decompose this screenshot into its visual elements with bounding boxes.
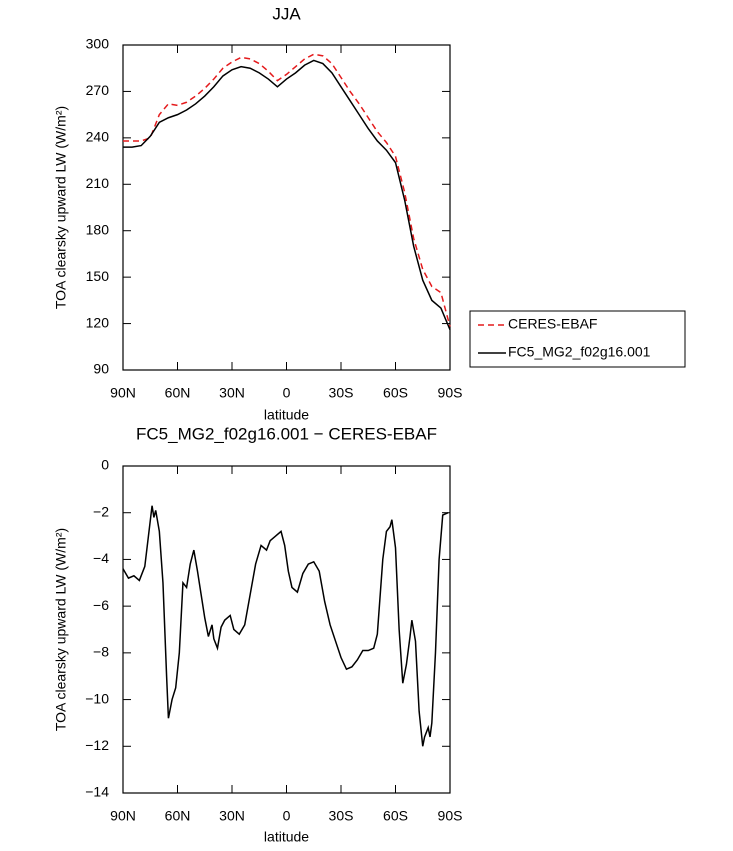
x-tick-label: 30N <box>219 385 245 401</box>
x-tick-label: 90S <box>438 385 463 401</box>
y-tick-label: −10 <box>85 690 109 706</box>
data-line <box>123 59 451 331</box>
data-line <box>123 53 451 327</box>
y-axis-label: TOA clearsky upward LW (W/m²) <box>53 528 69 731</box>
chart-title: JJA <box>272 4 301 23</box>
legend-label: CERES-EBAF <box>508 316 597 332</box>
data-line <box>122 505 449 747</box>
x-axis-label: latitude <box>264 829 309 845</box>
x-tick-label: 30S <box>329 808 354 824</box>
chart-title: FC5_MG2_f02g16.001 − CERES-EBAF <box>136 424 437 443</box>
y-tick-label: −12 <box>85 737 109 753</box>
y-tick-label: 150 <box>86 268 110 284</box>
x-tick-label: 60N <box>165 808 191 824</box>
y-tick-label: 240 <box>86 129 110 145</box>
y-tick-label: 300 <box>86 36 110 52</box>
y-tick-label: 180 <box>86 221 110 237</box>
x-tick-label: 90N <box>110 808 136 824</box>
y-tick-label: 120 <box>86 314 110 330</box>
legend-label: FC5_MG2_f02g16.001 <box>508 344 651 360</box>
x-axis-label: latitude <box>264 407 309 423</box>
y-tick-label: 0 <box>101 457 109 473</box>
x-tick-label: 60S <box>383 808 408 824</box>
y-tick-label: −8 <box>93 644 109 660</box>
y-tick-label: −4 <box>93 550 109 566</box>
x-tick-label: 60N <box>165 385 191 401</box>
x-tick-label: 60S <box>383 385 408 401</box>
x-tick-label: 0 <box>283 808 291 824</box>
x-tick-label: 90S <box>438 808 463 824</box>
y-tick-label: 90 <box>93 361 109 377</box>
plot-frame <box>122 44 451 371</box>
y-tick-label: −14 <box>85 784 109 800</box>
y-tick-label: −6 <box>93 597 109 613</box>
x-tick-label: 90N <box>110 385 136 401</box>
y-tick-label: −2 <box>93 503 109 519</box>
y-axis-label: TOA clearsky upward LW (W/m²) <box>53 106 69 309</box>
x-tick-label: 30N <box>219 808 245 824</box>
y-tick-label: 270 <box>86 82 110 98</box>
x-tick-label: 0 <box>283 385 291 401</box>
y-tick-label: 210 <box>86 175 110 191</box>
legend-box <box>469 310 686 368</box>
x-tick-label: 30S <box>329 385 354 401</box>
plot-frame <box>122 465 451 794</box>
